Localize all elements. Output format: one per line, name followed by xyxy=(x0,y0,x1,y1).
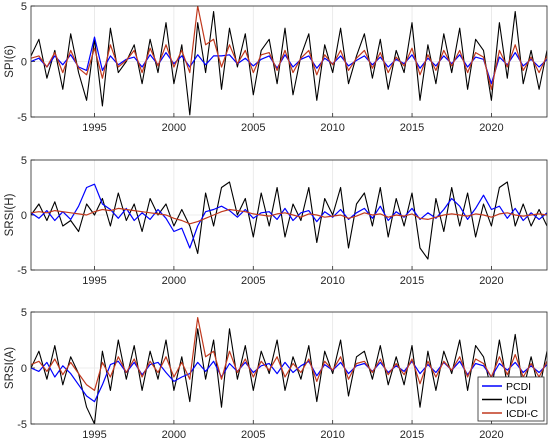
x-tick-label: 2015 xyxy=(400,275,424,287)
series-group xyxy=(31,6,547,116)
x-tick-label: 2005 xyxy=(241,122,265,134)
legend-label: PCDI xyxy=(506,381,531,393)
x-tick-label: 1995 xyxy=(82,275,106,287)
series-group xyxy=(31,181,547,260)
legend-label: ICDI xyxy=(506,395,527,407)
x-tick-label: 2010 xyxy=(320,122,344,134)
series-icdi-c xyxy=(31,6,547,90)
x-tick-label: 2020 xyxy=(479,275,503,287)
panel-1: 1995 2000 2005 2010 2015 2020 -5 0 5 SPI(6) xyxy=(4,1,548,134)
panel-3: 1995 2000 2005 2010 2015 2020 -5 0 5 SRSI(A) xyxy=(4,307,548,441)
x-tick-label: 1995 xyxy=(82,122,106,134)
y-tick-label: -5 xyxy=(17,265,27,277)
y-tick-label: 0 xyxy=(21,363,27,375)
x-tick-label: 2005 xyxy=(241,429,265,441)
series-pcdi xyxy=(31,360,547,403)
x-tick-label: 2020 xyxy=(479,122,503,134)
x-tick-label: 2020 xyxy=(479,429,503,441)
y-tick-label: 0 xyxy=(21,210,27,222)
y-axis-label: SRSI(H) xyxy=(4,193,16,236)
x-tick-label: 2010 xyxy=(320,275,344,287)
x-tick-label: 2005 xyxy=(241,275,265,287)
x-tick-label: 2000 xyxy=(162,275,186,287)
axes-box xyxy=(30,5,548,118)
series-icdi xyxy=(31,181,547,260)
legend-label: ICDI-C xyxy=(506,408,538,420)
axes-box xyxy=(30,311,548,425)
x-tick-label: 2010 xyxy=(320,429,344,441)
x-tick-label: 2000 xyxy=(162,122,186,134)
series-icdi-c xyxy=(31,207,547,225)
x-tick-label: 2015 xyxy=(400,429,424,441)
y-tick-label: 0 xyxy=(21,57,27,69)
y-tick-label: 5 xyxy=(21,155,27,167)
series-icdi-c xyxy=(31,317,547,391)
series-icdi xyxy=(31,328,547,424)
x-tick-label: 2015 xyxy=(400,122,424,134)
x-tick-label: 2000 xyxy=(162,429,186,441)
series-group xyxy=(31,317,547,424)
x-tick-label: 1995 xyxy=(82,429,106,441)
y-tick-label: -5 xyxy=(17,419,27,431)
panel-2: 1995 2000 2005 2010 2015 2020 -5 0 5 SRSI(H) xyxy=(4,155,548,287)
y-tick-label: 5 xyxy=(21,1,27,13)
axes-box xyxy=(30,159,548,271)
y-tick-label: 5 xyxy=(21,307,27,319)
y-axis-label: SRSI(A) xyxy=(4,347,16,389)
y-tick-label: -5 xyxy=(17,112,27,124)
y-axis-label: SPI(6) xyxy=(4,45,16,78)
